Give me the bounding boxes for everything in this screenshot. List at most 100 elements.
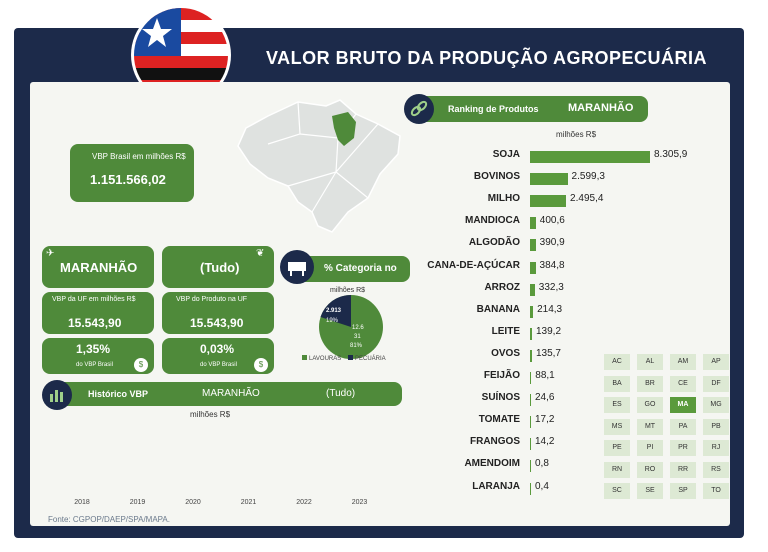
ranking-row[interactable]: MANDIOCA 400,6 [400, 212, 740, 232]
uf-pct-card: 1,35% do VBP Brasil $ [42, 338, 154, 374]
ranking-bar[interactable] [530, 173, 568, 186]
ranking-row[interactable]: OVOS 135,7 [400, 345, 740, 365]
uf-button-br[interactable]: BR [637, 375, 663, 392]
ranking-row[interactable]: TOMATE 17,2 [400, 411, 740, 431]
produto-pct-card: 0,03% do VBP Brasil $ [162, 338, 274, 374]
ranking-title: Ranking de Produtos [448, 104, 539, 114]
uf-button-ac[interactable]: AC [604, 354, 630, 370]
ranking-value: 8.305,9 [654, 149, 688, 160]
ranking-bar[interactable] [530, 151, 650, 163]
uf-button-es[interactable]: ES [604, 397, 630, 413]
ranking-bar[interactable] [530, 394, 531, 407]
ranking-label: OVOS [491, 347, 520, 359]
lavouras-value: 12.6 [352, 325, 364, 331]
ranking-bar[interactable] [530, 482, 531, 495]
ranking-bar[interactable] [530, 305, 534, 318]
categoria-title: % Categoria no [324, 263, 397, 274]
produto-pct-label: do VBP Brasil [200, 362, 237, 368]
produto-value-card: VBP do Produto na UF 15.543,90 [162, 292, 274, 334]
categoria-pie[interactable] [318, 294, 384, 360]
ranking-row[interactable]: AMENDOIM 0,8 [400, 455, 740, 475]
uf-card[interactable]: ✈ MARANHÃO [42, 246, 154, 288]
produto-card[interactable]: ❦ (Tudo) [162, 246, 274, 288]
uf-button-am[interactable]: AM [670, 354, 696, 370]
ranking-label: BOVINOS [473, 171, 520, 183]
ranking-row[interactable]: FEIJÃO 88,1 [400, 367, 740, 387]
ranking-value: 14,2 [535, 436, 555, 448]
ranking-bar[interactable] [530, 349, 532, 362]
ranking-row[interactable]: LARANJA 0,4 [400, 478, 740, 498]
ranking-value: 400,6 [539, 215, 565, 227]
ranking-bar[interactable] [530, 460, 531, 473]
uf-button-al[interactable]: AL [637, 354, 663, 370]
page-title: VALOR BRUTO DA PRODUÇÃO AGROPECUÁRIA [266, 48, 708, 68]
uf-button-pi[interactable]: PI [637, 440, 663, 456]
uf-button-ce[interactable]: CE [670, 375, 696, 392]
ranking-bar[interactable] [530, 217, 536, 230]
ranking-label: FRANGOS [470, 436, 520, 448]
uf-button-sp[interactable]: SP [670, 483, 696, 499]
produto-value: 15.543,90 [190, 316, 244, 330]
brazil-map[interactable] [228, 94, 418, 242]
ranking-label: TOMATE [478, 414, 520, 426]
ranking-row[interactable]: SUÍNOS 24,6 [400, 389, 740, 409]
ranking-row[interactable]: CANA-DE-AÇÚCAR 384,8 [400, 257, 740, 277]
uf-button-pa[interactable]: PA [670, 418, 696, 435]
ranking-bar[interactable] [530, 261, 536, 274]
ranking-bar[interactable] [530, 239, 536, 252]
ranking-value: 0,8 [535, 458, 549, 470]
ranking-label: MILHO [487, 193, 520, 205]
ranking-bar[interactable] [530, 438, 531, 451]
ranking-label: CANA-DE-AÇÚCAR [427, 259, 520, 271]
ranking-row[interactable]: LEITE 139,2 [400, 323, 740, 343]
ranking-state: MARANHÃO [568, 102, 634, 114]
ranking-row[interactable]: MILHO 2.495,4 [400, 190, 740, 210]
uf-button-sc[interactable]: SC [604, 483, 630, 499]
uf-button-mg[interactable]: MG [703, 397, 729, 413]
uf-button-pe[interactable]: PE [604, 440, 630, 456]
historico-year-label: 2021 [241, 499, 257, 506]
uf-button-df[interactable]: DF [703, 375, 729, 392]
historico-year-label: 2020 [185, 499, 201, 506]
uf-button-ma[interactable]: MA [670, 397, 696, 413]
bar-chart-icon [42, 380, 72, 410]
uf-title: MARANHÃO [60, 260, 138, 275]
ranking-label: BANANA [476, 303, 520, 315]
uf-button-ba[interactable]: BA [604, 375, 630, 392]
ranking-value: 332,3 [538, 281, 564, 293]
uf-button-rr[interactable]: RR [670, 461, 696, 478]
ranking-row[interactable]: SOJA 8.305,9 [400, 146, 740, 166]
uf-button-go[interactable]: GO [637, 397, 663, 413]
maranhao-region [332, 112, 356, 146]
uf-button-to[interactable]: TO [703, 483, 729, 499]
ranking-row[interactable]: ALGODÃO 390,9 [400, 234, 740, 254]
lavouras-value2: 31 [354, 334, 361, 340]
ranking-label: LEITE [491, 325, 520, 337]
uf-pct-label: do VBP Brasil [76, 362, 113, 368]
uf-button-rs[interactable]: RS [703, 461, 729, 478]
ranking-label: LARANJA [472, 480, 520, 492]
historico-year-label: 2023 [352, 499, 368, 506]
uf-button-ms[interactable]: MS [604, 418, 630, 435]
uf-button-ro[interactable]: RO [637, 461, 663, 478]
uf-button-ap[interactable]: AP [703, 354, 729, 370]
ranking-row[interactable]: BOVINOS 2.599,3 [400, 168, 740, 188]
ranking-bar[interactable] [530, 327, 532, 340]
uf-button-pb[interactable]: PB [703, 418, 729, 435]
ranking-bar[interactable] [530, 416, 531, 429]
uf-button-rj[interactable]: RJ [703, 440, 729, 456]
ranking-bar[interactable] [530, 283, 535, 296]
uf-button-mt[interactable]: MT [637, 418, 663, 435]
uf-button-pr[interactable]: PR [670, 440, 696, 456]
ranking-row[interactable]: BANANA 214,3 [400, 301, 740, 321]
ranking-bar[interactable] [530, 195, 567, 208]
uf-button-se[interactable]: SE [637, 483, 663, 499]
ranking-bar[interactable] [530, 372, 532, 384]
produto-value-label: VBP do Produto na UF [176, 296, 248, 303]
ranking-value: 2.495,4 [570, 193, 604, 205]
historico-year-label: 2022 [296, 499, 312, 506]
plant-icon: ❦ [256, 248, 265, 259]
uf-button-rn[interactable]: RN [604, 461, 630, 478]
ranking-row[interactable]: ARROZ 332,3 [400, 279, 740, 299]
ranking-row[interactable]: FRANGOS 14,2 [400, 433, 740, 453]
